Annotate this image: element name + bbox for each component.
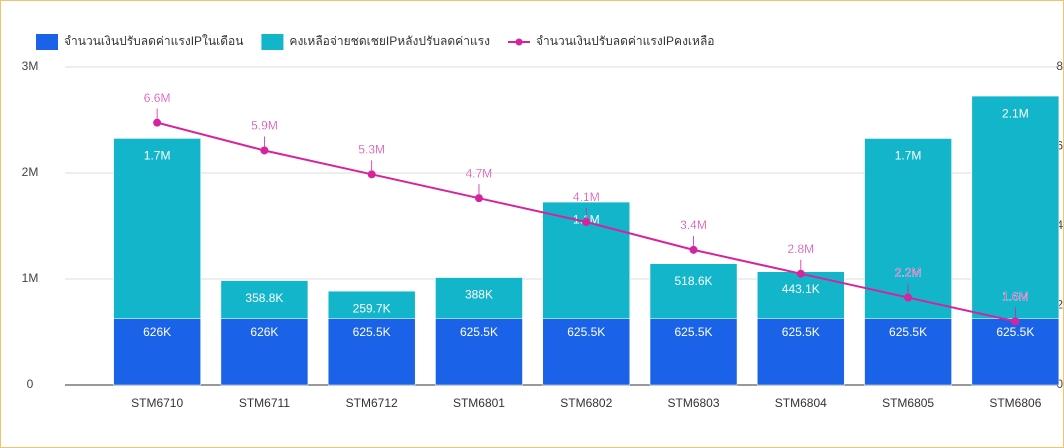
line-point: [582, 218, 591, 227]
bar-value-label: 625.5K: [353, 325, 391, 339]
x-tick-label: STM6801: [453, 396, 505, 410]
bar: [542, 318, 630, 386]
y-tick-label: 1M: [22, 271, 39, 285]
bar: [649, 263, 738, 319]
line-point: [474, 194, 483, 203]
bar-value-label: 1.7M: [144, 149, 171, 163]
line-value-label: 5.3M: [358, 142, 385, 156]
bar: [864, 318, 952, 386]
y-tick-label: 0: [27, 377, 34, 391]
line-value-label: 2.8M: [787, 242, 814, 256]
bar-value-label: 625.5K: [782, 325, 820, 339]
line-value-label: 1.6M: [1002, 290, 1029, 304]
y2-tick-label: 8: [1056, 59, 1063, 73]
line-value-label: 3.4M: [680, 218, 707, 232]
legend-label: คงเหลือจ่ายชดเชยIPหลังปรับลดค่าแรง: [289, 34, 490, 48]
bar: [220, 280, 309, 319]
bar-value-label: 625.5K: [460, 325, 498, 339]
line-value-label: 5.9M: [251, 119, 278, 133]
y2-tick-label: 6: [1056, 139, 1063, 153]
bar: [971, 318, 1060, 386]
line-value-label: 6.6M: [144, 91, 171, 105]
x-tick-label: STM6712: [346, 396, 398, 410]
line-point: [796, 269, 805, 278]
bar: [757, 318, 845, 386]
y-tick-label: 2M: [22, 165, 39, 179]
bar-value-label: 443.1K: [782, 282, 820, 296]
bar-value-label: 625.5K: [567, 325, 605, 339]
bar: [113, 318, 201, 386]
x-tick-label: STM6802: [560, 396, 612, 410]
line-point: [260, 146, 269, 155]
legend-label: จำนวนเงินปรับลดค่าแรงIPคงเหลือ: [536, 34, 715, 48]
x-tick-label: STM6711: [239, 396, 290, 410]
bar-value-label: 388K: [465, 288, 493, 302]
bar: [327, 290, 416, 319]
x-tick-label: STM6710: [131, 396, 183, 410]
bar: [649, 318, 738, 386]
line-point: [689, 245, 698, 254]
bar-value-label: 259.7K: [353, 301, 391, 315]
bar-value-label: 518.6K: [675, 274, 713, 288]
line-point: [153, 118, 162, 127]
y2-tick-label: 2: [1056, 298, 1063, 312]
bar-value-label: 626K: [143, 325, 171, 339]
line-value-label: 4.7M: [466, 166, 493, 180]
bar-value-label: 626K: [250, 325, 278, 339]
y2-tick-label: 4: [1056, 218, 1063, 232]
bar-value-label: 358.8K: [245, 291, 283, 305]
bar: [435, 277, 523, 319]
bar-value-label: 1.7M: [895, 149, 922, 163]
line-value-label: 2.2M: [895, 266, 922, 280]
x-tick-label: STM6803: [668, 396, 720, 410]
line-point: [1011, 317, 1020, 326]
line-point: [367, 170, 376, 179]
line-point: [904, 293, 913, 302]
bar-value-label: 625.5K: [675, 325, 713, 339]
bar: [327, 318, 416, 386]
x-tick-label: STM6805: [882, 396, 934, 410]
bar: [435, 318, 523, 386]
y-tick-label: 3M: [22, 59, 39, 73]
bar-value-label: 625.5K: [889, 325, 927, 339]
y2-tick-label: 0: [1056, 377, 1063, 391]
bar: [971, 95, 1060, 319]
bar-value-label: 625.5K: [996, 325, 1034, 339]
line-value-label: 4.1M: [573, 190, 600, 204]
legend-swatch: [261, 34, 284, 50]
bar: [113, 138, 201, 319]
x-tick-label: STM6806: [989, 396, 1041, 410]
bar-value-label: 2.1M: [1002, 106, 1029, 120]
legend-label: จำนวนเงินปรับลดค่าแรงIPในเดือน: [64, 34, 243, 48]
x-tick-label: STM6804: [775, 396, 827, 410]
legend-dot: [515, 38, 523, 46]
bar: [220, 318, 309, 386]
legend-swatch: [36, 34, 58, 50]
